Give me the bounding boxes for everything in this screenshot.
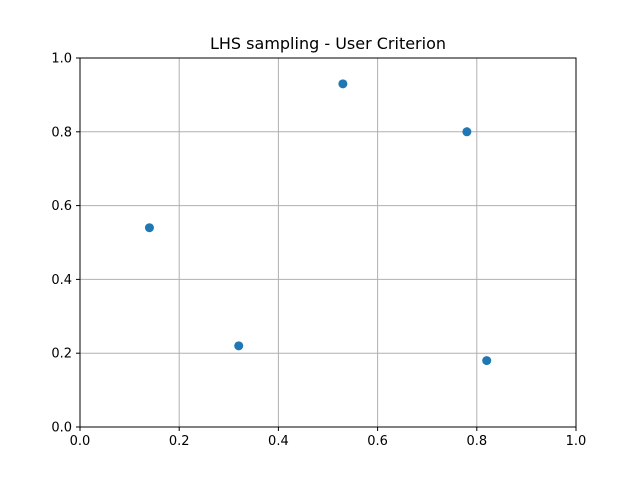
x-tick-label: 0.6 [367, 434, 388, 449]
y-tick-label: 0.6 [51, 199, 72, 214]
chart-title: LHS sampling - User Criterion [210, 34, 446, 53]
x-tick-label: 0.4 [268, 434, 289, 449]
y-axis-ticks: 0.0 0.2 0.4 0.6 0.8 1.0 [51, 52, 80, 436]
x-tick-label: 0.0 [70, 434, 91, 449]
x-axis-ticks: 0.0 0.2 0.4 0.6 0.8 1.0 [70, 427, 587, 449]
scatter-point [338, 79, 348, 89]
x-tick-label: 1.0 [566, 434, 587, 449]
x-tick-label: 0.8 [466, 434, 487, 449]
scatter-point [482, 356, 492, 366]
scatter-point [234, 341, 244, 351]
y-tick-label: 0.2 [51, 347, 72, 362]
data-points [144, 79, 492, 366]
x-tick-label: 0.2 [169, 434, 190, 449]
y-tick-label: 0.4 [51, 273, 72, 288]
axes-frame [79, 57, 577, 428]
y-tick-label: 0.8 [51, 125, 72, 140]
y-tick-label: 1.0 [51, 52, 72, 67]
scatter-point [462, 127, 472, 137]
y-tick-label: 0.0 [51, 421, 72, 436]
scatter-point [144, 223, 154, 233]
